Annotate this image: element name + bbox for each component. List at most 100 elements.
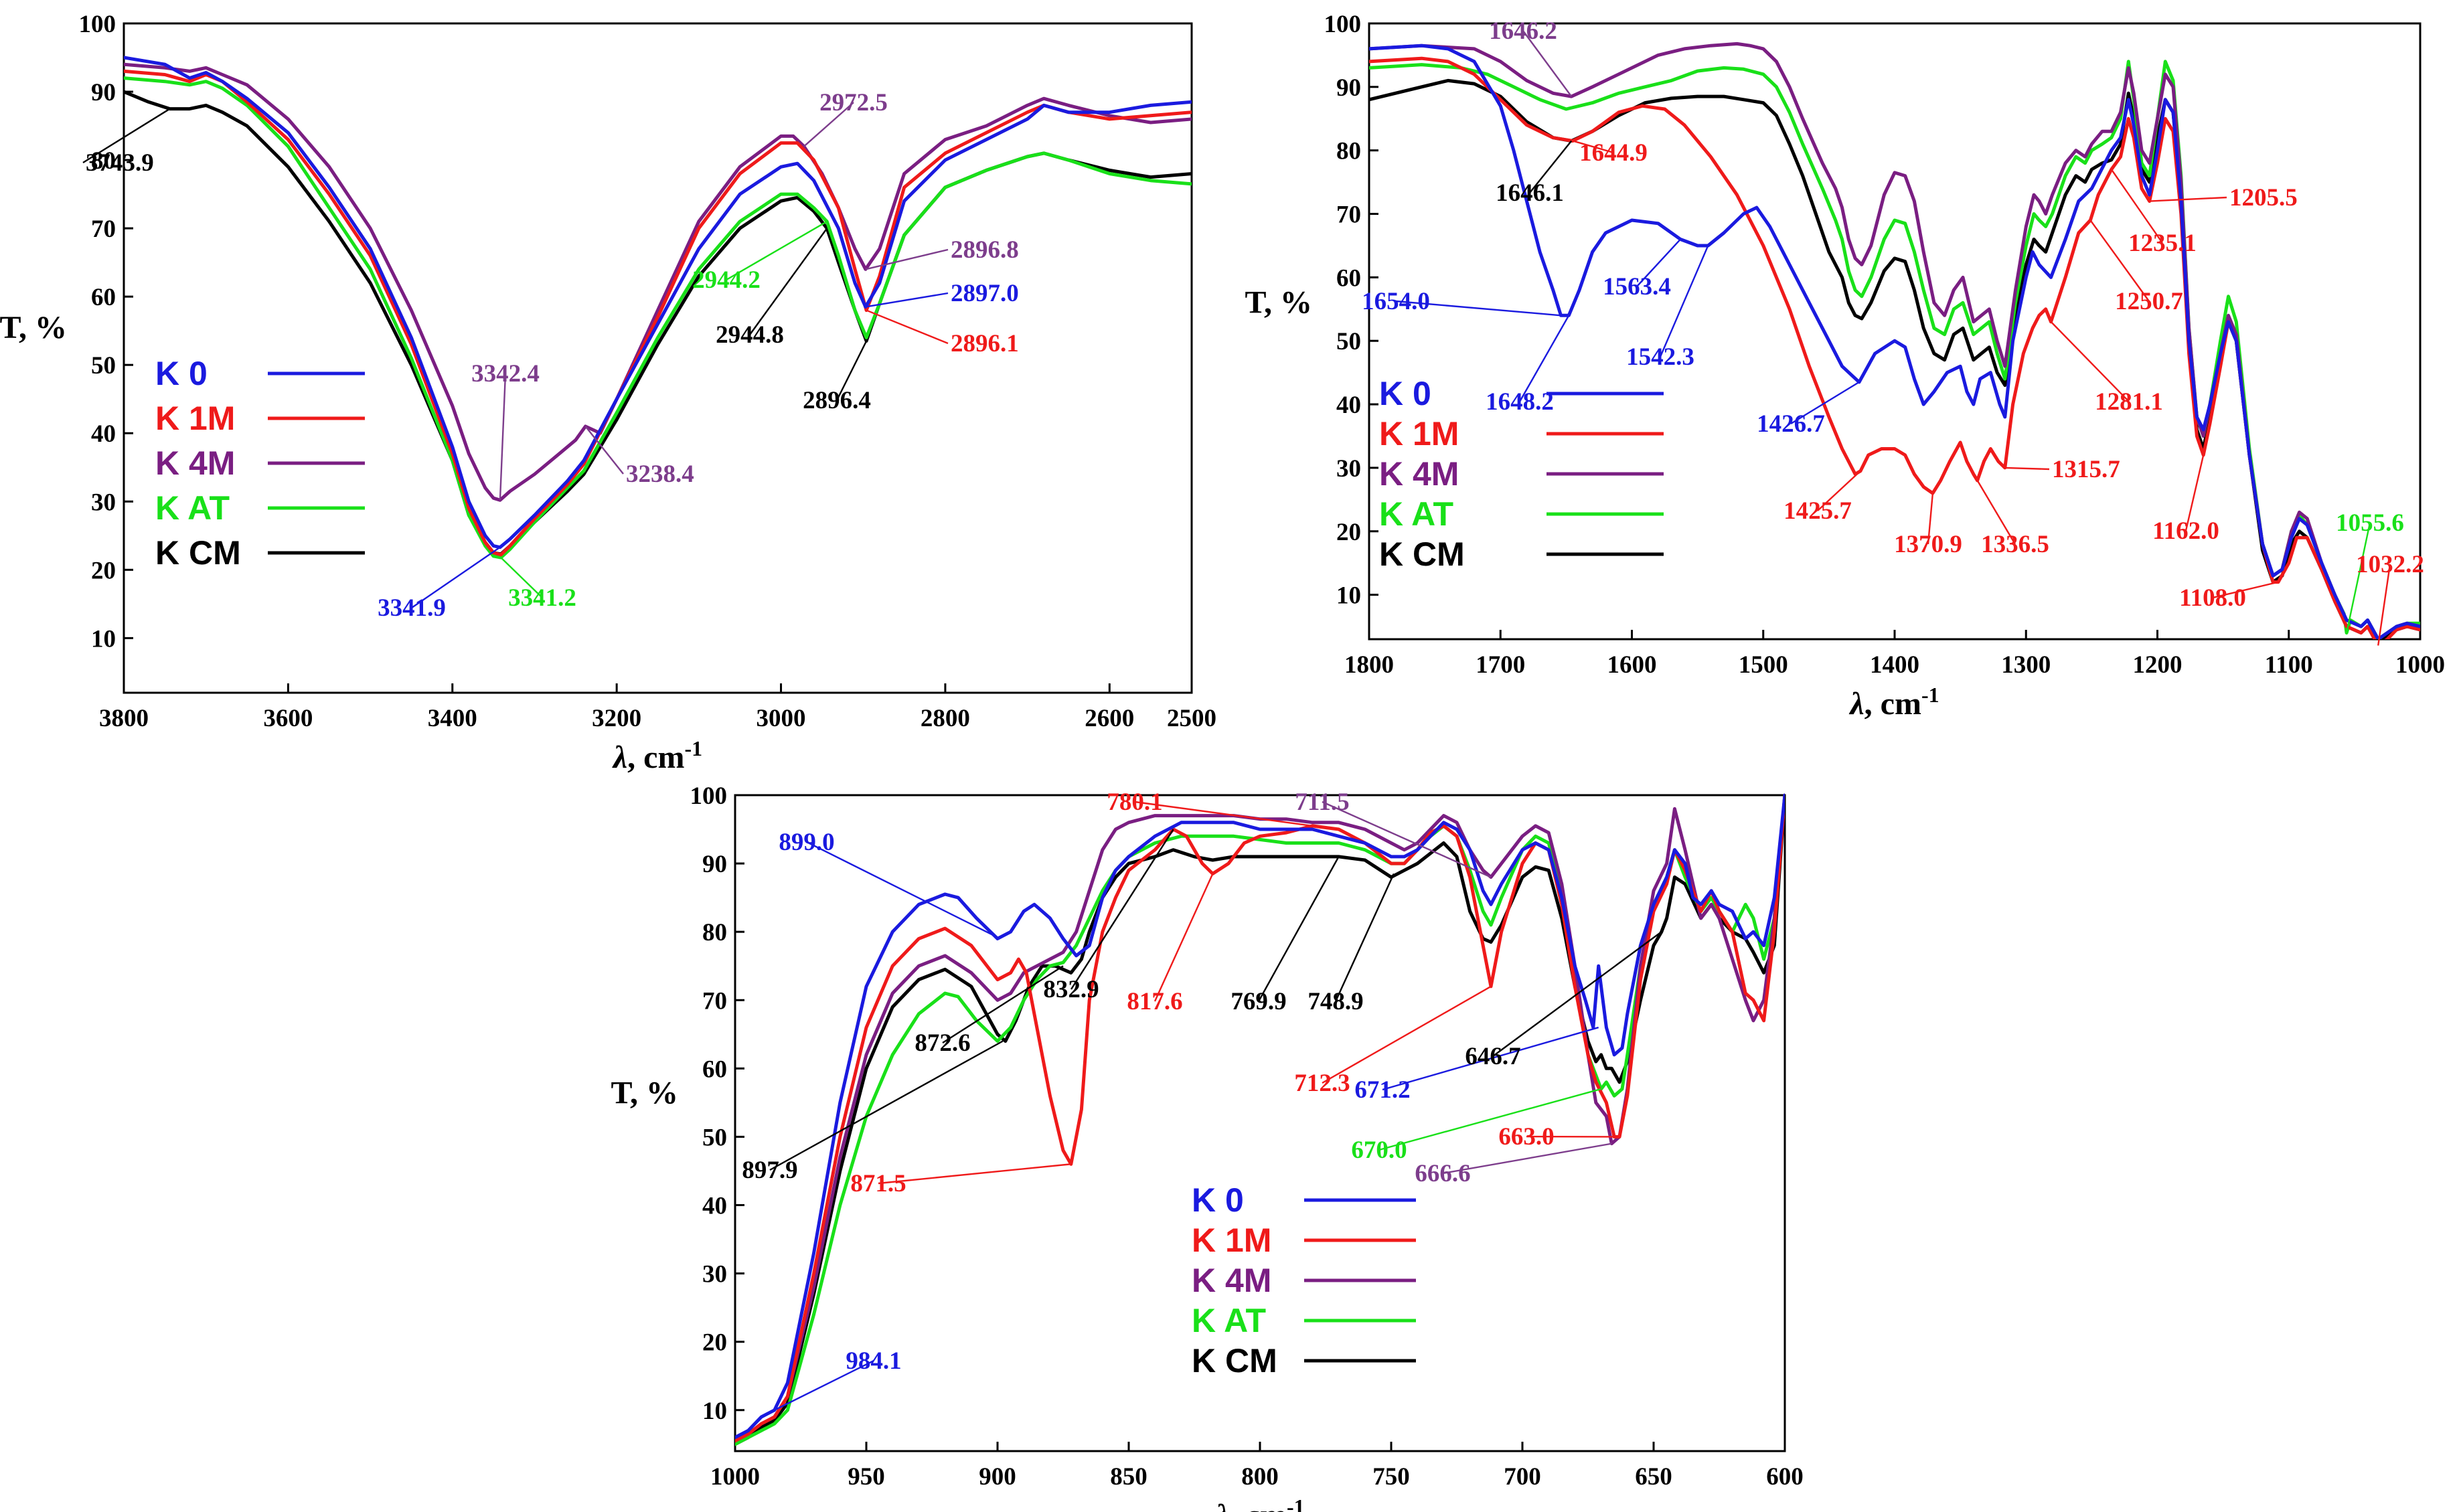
annotation-leader (774, 1359, 874, 1411)
peak-annotation-label: 1162.0 (2152, 517, 2219, 545)
annotation-leader (499, 373, 507, 501)
annotation-leader (2149, 196, 2227, 202)
annotation-leader (2377, 564, 2391, 646)
y-tick-label: 70 (1336, 201, 1361, 229)
annotation-leader (1334, 873, 1395, 1002)
y-tick-label: 50 (1336, 328, 1361, 355)
y-tick-label: 100 (79, 11, 116, 38)
peak-annotation-label: 1250.7 (2115, 288, 2183, 315)
annotation-leader (1378, 1088, 1601, 1151)
annotation-leader (1976, 480, 2016, 545)
y-tick-label: 10 (702, 1398, 727, 1425)
peak-annotation-label: 1281.1 (2095, 388, 2163, 416)
peak-annotation-label: 3342.4 (471, 360, 540, 388)
annotation-leader (1382, 1026, 1599, 1091)
annotation-leader (2004, 467, 2050, 471)
x-axis-label: λ, cm-1 (1214, 1495, 1304, 1512)
annotation-leader (1529, 140, 1573, 193)
peak-annotation-label: 3341.2 (508, 584, 576, 612)
peak-annotation-label: 1563.4 (1603, 273, 1671, 301)
series-line-k1m (1369, 56, 2420, 639)
x-axis-label: λ, cm-1 (612, 736, 702, 775)
peak-annotation-label: 3341.9 (378, 594, 446, 622)
peak-annotation-label: 984.1 (846, 1347, 901, 1375)
y-tick-label: 40 (91, 420, 116, 448)
peak-annotation-label: 1646.2 (1489, 17, 1557, 45)
chart-panel-fingerprint-region: 1800 1700 1600 1500 1400 1300 1200 1100 1000 10 20… (1245, 11, 2445, 722)
y-tick-label: 10 (1336, 582, 1361, 610)
annotation-leader (1322, 801, 1492, 878)
x-tick-label: 650 (1635, 1463, 1672, 1491)
legend-label-k4m: K 4M (155, 444, 235, 482)
peak-annotation-label: 663.0 (1498, 1123, 1554, 1151)
series-line-kcm (735, 793, 1785, 1446)
x-tick-label: 3600 (263, 705, 313, 732)
annotation-leader (726, 220, 827, 281)
peak-annotation-label: 817.6 (1127, 988, 1182, 1015)
legend-label-k0: K 0 (1192, 1181, 1244, 1219)
x-tick-label: 3800 (99, 705, 149, 732)
peak-annotation-label: 1425.7 (1783, 497, 1852, 525)
peak-annotation-label: 897.9 (742, 1157, 797, 1184)
legend-label-k4m: K 4M (1379, 455, 1459, 493)
peak-annotation-label: 1315.7 (2052, 456, 2120, 483)
annotation-leader (1927, 493, 1934, 545)
annotation-leader (866, 309, 949, 345)
x-tick-label: 700 (1504, 1463, 1541, 1491)
peak-annotation-label: 2897.0 (951, 280, 1019, 307)
x-tick-label: 3400 (428, 705, 477, 732)
x-tick-label: 2800 (921, 705, 970, 732)
peak-annotation-label: 2896.1 (951, 330, 1019, 357)
x-tick-label: 850 (1110, 1463, 1147, 1491)
x-tick-label: 1500 (1739, 651, 1788, 679)
peak-annotation-label: 2944.2 (692, 266, 761, 294)
peak-annotation-label: 1205.5 (2229, 184, 2298, 212)
annotation-leader (865, 248, 949, 270)
legend-label-kat: K AT (1379, 495, 1453, 533)
peak-annotation-label: 2972.5 (819, 89, 888, 116)
chart-panel-low-wavenumber-region: 1000 950 900 850 800 750 700 650 600 10 20 30 40 50 60… (611, 782, 1804, 1512)
x-tick-label: 1200 (2133, 651, 2183, 679)
peak-annotation-label: 2944.8 (716, 321, 784, 349)
annotation-leader (1492, 931, 1662, 1057)
peak-annotation-label: 2896.4 (803, 387, 871, 414)
annotation-leader (1817, 470, 1861, 511)
y-axis-label: T, % (0, 310, 67, 345)
peak-annotation-label: 646.7 (1465, 1043, 1520, 1070)
series-line-k4m (735, 793, 1785, 1443)
y-tick-label: 70 (702, 987, 727, 1015)
x-tick-label: 1600 (1607, 651, 1657, 679)
annotation-leader (500, 557, 543, 598)
peak-annotation-label: 712.3 (1294, 1070, 1350, 1097)
y-tick-label: 100 (1324, 11, 1362, 38)
y-tick-label: 20 (702, 1329, 727, 1357)
y-axis-label: T, % (1245, 284, 1312, 320)
y-tick-label: 20 (91, 557, 116, 584)
peak-annotation-label: 1542.3 (1626, 343, 1694, 371)
x-tick-label: 1700 (1476, 651, 1525, 679)
y-tick-label: 90 (1336, 74, 1361, 102)
peak-annotation-label: 1646.1 (1496, 179, 1564, 207)
annotation-leader (2345, 522, 2371, 633)
peak-annotation-label: 1235.1 (2128, 230, 2197, 257)
y-tick-label: 90 (702, 851, 727, 878)
x-tick-label: 1300 (2001, 651, 2051, 679)
y-tick-label: 70 (91, 216, 116, 243)
peak-annotation-label: 671.2 (1354, 1076, 1410, 1104)
x-tick-label: 1800 (1344, 651, 1394, 679)
annotation-leader (865, 292, 949, 308)
x-tick-label: 2500 (1167, 705, 1216, 732)
peak-annotation-label: 666.6 (1415, 1160, 1470, 1187)
series-line-k0 (124, 56, 1192, 550)
annotation-leader (769, 1040, 1004, 1171)
annotation-leader (1522, 30, 1573, 97)
annotation-leader (1518, 315, 1570, 402)
annotation-leader (1659, 245, 1709, 357)
legend-label-k0: K 0 (1379, 375, 1431, 412)
y-axis-label: T, % (611, 1076, 678, 1111)
y-tick-label: 60 (702, 1056, 727, 1083)
annotation-leader (2212, 581, 2279, 599)
x-tick-label: 900 (979, 1463, 1016, 1491)
annotation-leader (1572, 140, 1614, 154)
annotation-leader (1395, 300, 1561, 317)
